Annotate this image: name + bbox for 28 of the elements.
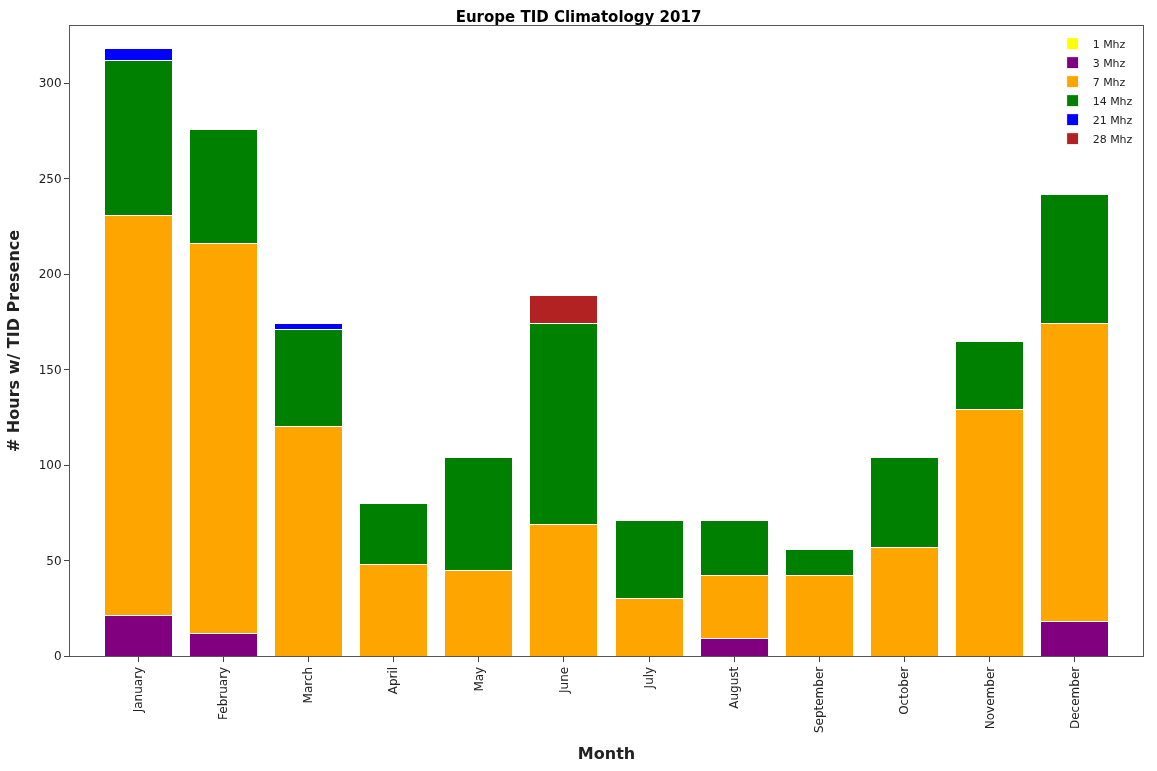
legend-label: 14 Mhz bbox=[1092, 94, 1133, 108]
x-axis-title: Month bbox=[577, 743, 636, 763]
legend-label: 7 Mhz bbox=[1092, 75, 1126, 89]
x-tick-label: January bbox=[131, 666, 146, 714]
y-tick-label: 250 bbox=[38, 171, 62, 186]
x-tick-label: September bbox=[812, 666, 827, 734]
legend-label: 3 Mhz bbox=[1092, 56, 1126, 70]
y-tick-label: 50 bbox=[46, 553, 62, 568]
x-tick-label: October bbox=[897, 666, 912, 715]
x-tick-label: April bbox=[386, 666, 401, 695]
x-tick-label: December bbox=[1067, 666, 1082, 730]
y-axis-title: # Hours w/ TID Presence bbox=[3, 229, 23, 453]
x-tick-label: July bbox=[641, 666, 656, 690]
x-tick-label: November bbox=[982, 666, 997, 730]
legend-label: 21 Mhz bbox=[1092, 113, 1133, 127]
y-tick-label: 100 bbox=[38, 458, 62, 473]
x-tick-label: June bbox=[556, 666, 571, 694]
x-tick-label: March bbox=[301, 666, 316, 704]
legend-label: 28 Mhz bbox=[1092, 132, 1133, 146]
y-tick-label: 0 bbox=[53, 649, 62, 664]
y-tick-label: 200 bbox=[38, 267, 62, 282]
legend-label: 1 Mhz bbox=[1092, 37, 1126, 51]
y-tick-label: 150 bbox=[38, 362, 62, 377]
x-tick-label: February bbox=[216, 666, 231, 720]
y-tick-label: 300 bbox=[38, 76, 62, 91]
x-tick-label: May bbox=[471, 666, 486, 692]
chart-title: Europe TID Climatology 2017 bbox=[455, 8, 702, 27]
x-tick-label: August bbox=[727, 666, 742, 709]
